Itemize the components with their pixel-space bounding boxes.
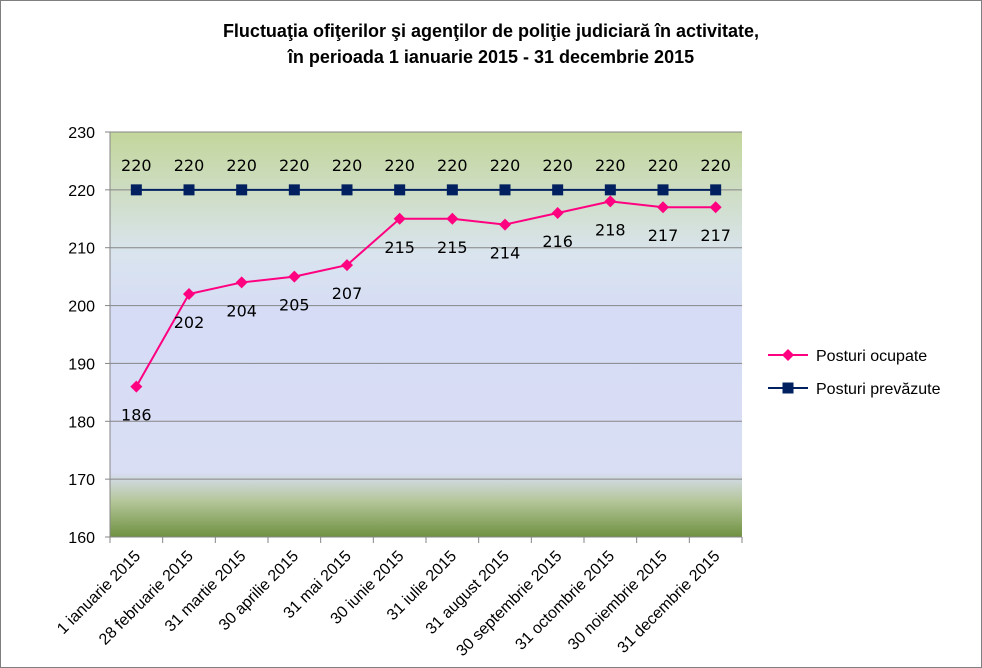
data-label: 220 [648,156,679,175]
data-label: 218 [595,220,626,239]
y-tick-label: 180 [68,414,95,431]
data-point-square [657,184,669,196]
plot-area-background [110,132,742,537]
data-label: 220 [595,156,626,175]
y-tick-label: 210 [68,241,95,258]
data-label: 220 [226,156,257,175]
data-label: 215 [384,238,415,257]
data-point-diamond [551,207,564,219]
data-label: 207 [332,284,363,303]
data-point-square [446,184,458,196]
data-point-diamond [709,201,722,214]
legend-label: Posturi ocupate [816,348,927,365]
data-point-square [236,184,248,196]
data-label: 220 [384,156,415,175]
data-point-square [394,184,406,196]
y-tick-label: 230 [68,125,95,142]
x-tick-label: 28 februarie 2015 [96,548,197,649]
chart-title: Fluctuaţia ofiţerilor şi agenţilor de po… [0,18,982,70]
data-point-diamond [130,380,143,393]
y-tick-label: 170 [68,472,95,489]
x-tick-label: 31 decembrie 2015 [615,548,724,657]
data-point-square [552,184,564,196]
data-label: 216 [542,232,573,251]
data-label: 220 [490,156,521,175]
data-label: 214 [490,244,521,263]
chart-title-line-1: Fluctuaţia ofiţerilor şi agenţilor de po… [222,21,760,41]
data-label: 220 [279,156,310,175]
data-label: 220 [437,156,468,175]
data-label: 220 [121,156,152,175]
data-point-diamond [235,276,248,289]
data-point-diamond [782,349,794,361]
data-point-diamond [446,212,459,225]
data-label: 220 [332,156,363,175]
data-point-square [710,184,722,196]
data-label: 215 [437,238,468,257]
y-tick-label: 190 [68,356,95,373]
data-point-diamond [499,218,511,231]
data-point-square [604,184,616,196]
data-point-diamond [288,270,301,283]
x-tick-label: 31 octombrie 2015 [512,548,618,654]
data-point-square [183,184,195,196]
data-label: 220 [542,156,573,175]
y-tick-label: 220 [68,183,95,200]
x-tick-label: 30 septembrie 2015 [453,548,565,660]
x-tick-label: 30 noiembrie 2015 [565,548,671,654]
data-point-square [782,382,794,394]
data-point-diamond [393,212,406,225]
data-point-square [130,184,142,196]
data-label: 220 [174,156,205,175]
data-label: 220 [700,156,731,175]
data-point-square [341,184,353,196]
y-tick-label: 160 [68,530,95,547]
data-label: 204 [226,301,257,320]
chart-title-line-2: în perioada 1 ianuarie 2015 - 31 decembr… [287,47,695,67]
data-point-diamond [657,201,669,214]
data-point-diamond [604,195,617,208]
data-label: 217 [648,226,679,245]
data-point-square [288,184,300,196]
data-point-diamond [341,259,353,272]
data-label: 217 [700,226,731,245]
data-label: 205 [279,296,310,315]
data-point-diamond [183,288,195,300]
data-label: 202 [174,313,205,332]
series-line [135,200,716,388]
legend-label: Posturi prevăzute [816,381,941,398]
data-point-square [499,184,511,196]
data-label: 186 [121,406,152,425]
y-tick-label: 200 [68,299,95,316]
